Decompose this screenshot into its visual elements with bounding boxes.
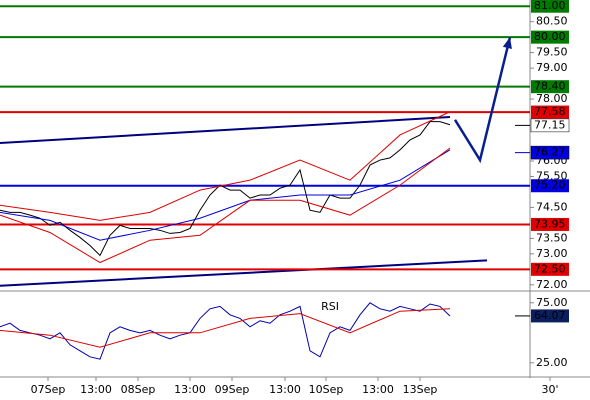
x-tick-label: 13:00 (362, 383, 394, 396)
y-tick-label: 74.50 (536, 200, 568, 213)
price-line (0, 121, 451, 257)
rsi-last-label: 64.07 (534, 309, 566, 322)
y-tick-label: 79.00 (536, 61, 568, 74)
level-label: 80.00 (534, 30, 566, 43)
marker-box (530, 145, 570, 160)
level-label-box (531, 0, 569, 13)
rsi-title: RSI (321, 300, 339, 313)
rsi-last-box (531, 309, 569, 323)
x-tick-label: 30' (541, 383, 558, 396)
marker-label: 76.27 (534, 146, 566, 159)
rsi-line (0, 302, 451, 360)
trend-line (0, 259, 488, 287)
level-label: 75.20 (534, 179, 566, 192)
x-tick-label: 13:00 (80, 383, 112, 396)
level-label-box (531, 80, 569, 94)
y-tick-label: 80.50 (536, 15, 568, 28)
y-tick-label: 72.00 (536, 278, 568, 291)
rsi-line (0, 308, 451, 348)
marker-label: 77.15 (534, 118, 566, 131)
level-label: 78.40 (534, 80, 566, 93)
level-label-box (531, 262, 569, 276)
x-tick-label: 10Sep (309, 383, 344, 396)
trend-line (0, 116, 451, 145)
level-label: 81.00 (534, 0, 566, 12)
arrow-head (502, 37, 512, 49)
indicator-line (0, 111, 451, 221)
x-tick-label: 07Sep (31, 383, 66, 396)
y-tick-label: 73.00 (536, 247, 568, 260)
indicator-line (0, 149, 451, 241)
y-tick-label: 78.00 (536, 92, 568, 105)
level-label-box (531, 179, 569, 193)
x-tick-label: 13Sep (403, 383, 438, 396)
x-tick-label: 13:00 (174, 383, 206, 396)
x-tick-label: 08Sep (121, 383, 156, 396)
level-label-box (531, 30, 569, 44)
y-tick-label: 79.50 (536, 46, 568, 59)
x-tick-label: 13:00 (269, 383, 301, 396)
level-label: 77.58 (534, 105, 566, 118)
rsi-tick-label: 75.00 (536, 296, 568, 309)
level-label: 73.95 (534, 217, 566, 230)
y-tick-label: 73.50 (536, 231, 568, 244)
indicator-line (0, 147, 451, 264)
x-tick-label: 09Sep (215, 383, 250, 396)
marker-box (530, 118, 570, 133)
level-label-box (531, 105, 569, 119)
forecast-arrow (453, 36, 512, 164)
level-label: 72.50 (534, 262, 566, 275)
y-tick-label: 75.50 (536, 169, 568, 182)
rsi-tick-label: 25.00 (536, 356, 568, 369)
level-label-box (531, 217, 569, 231)
